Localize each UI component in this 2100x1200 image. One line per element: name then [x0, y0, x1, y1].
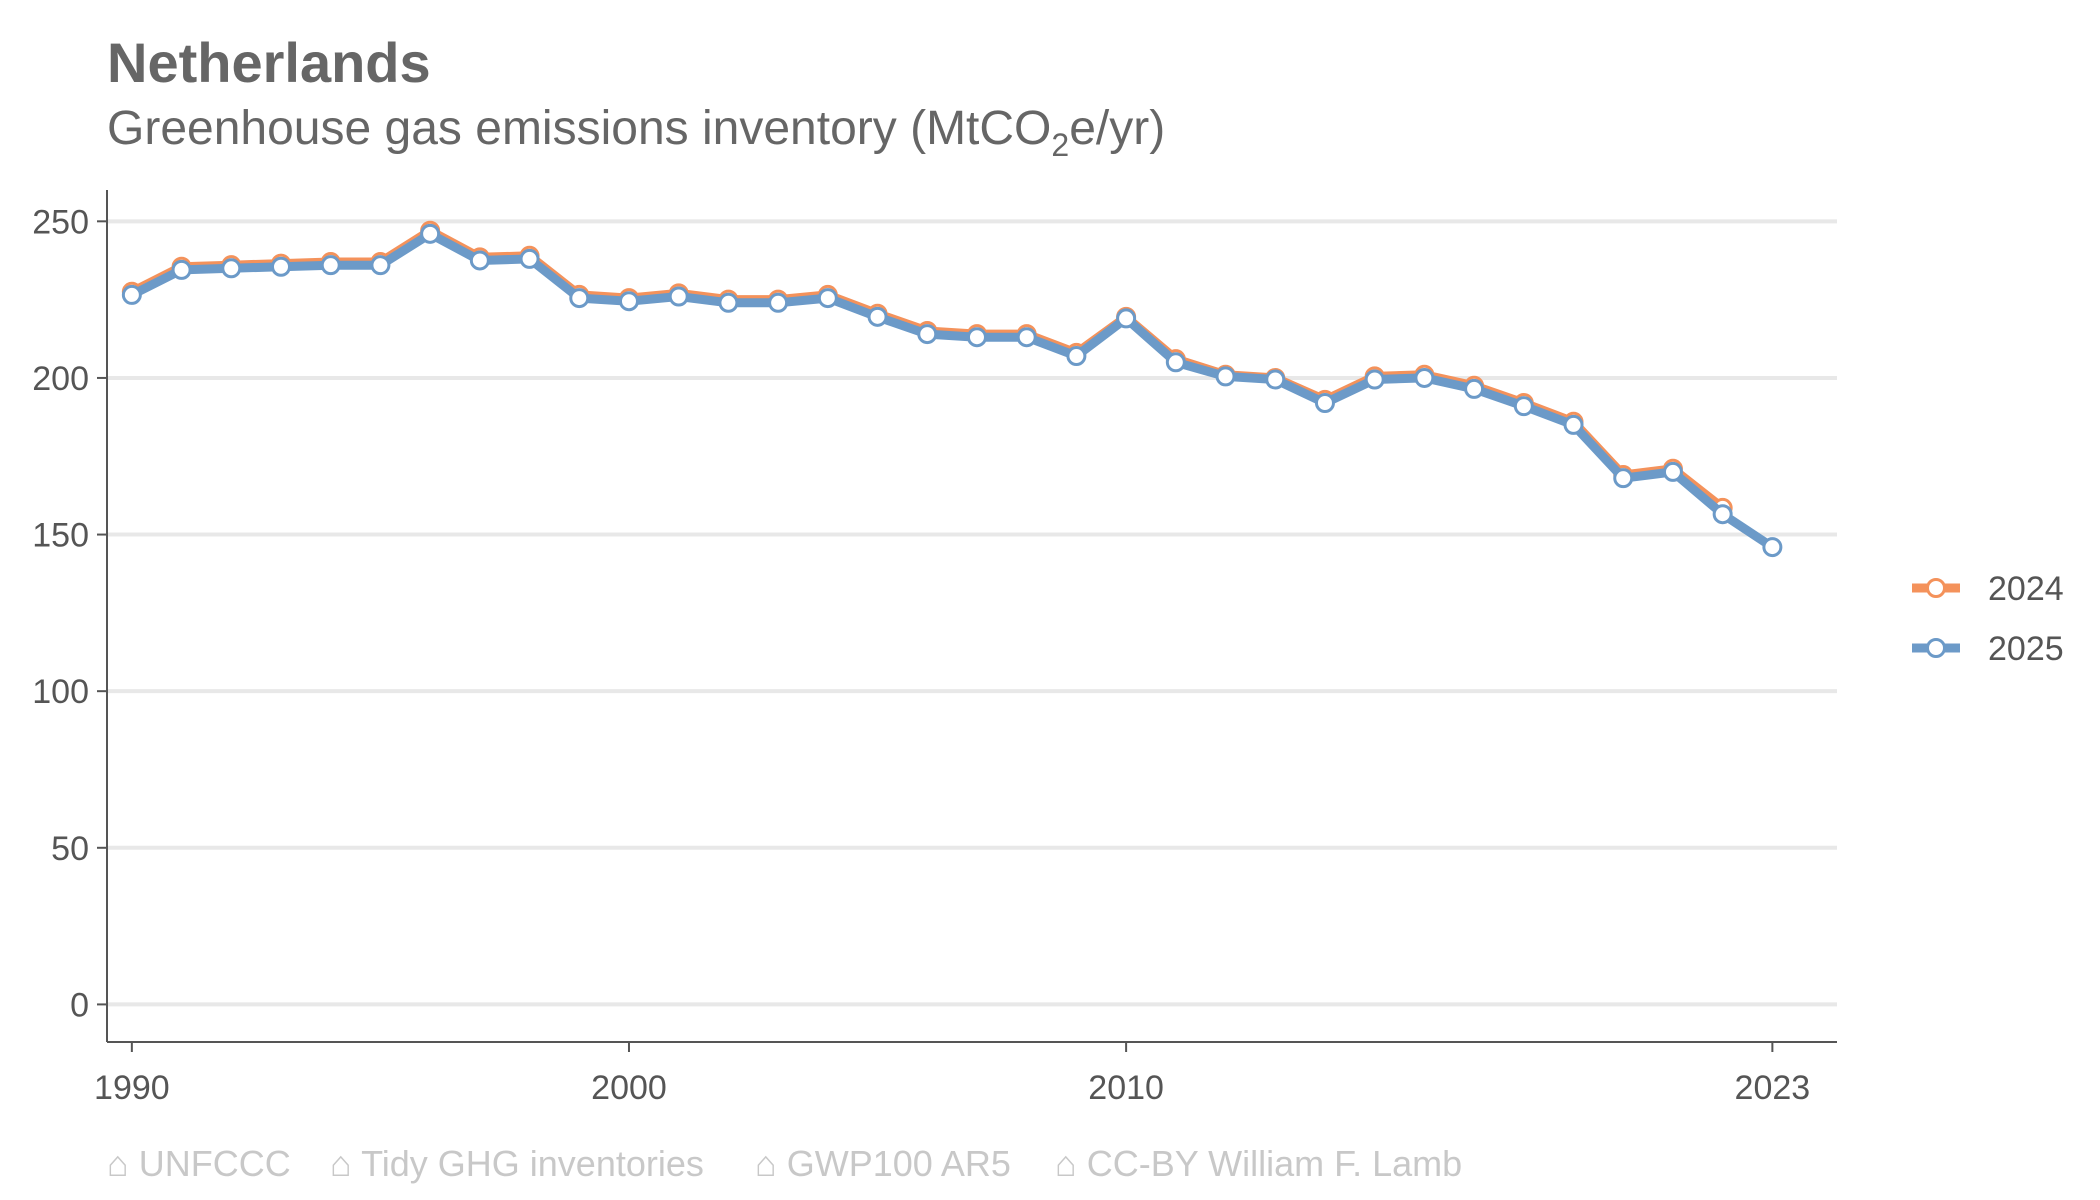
x-tick-label-2010: 2010: [1088, 1069, 1164, 1107]
point-2025-2018: [1513, 396, 1534, 417]
point-2025-2008: [1016, 327, 1037, 348]
caption-item-2: ⌂ GWP100 AR5: [755, 1143, 1011, 1184]
legend-swatch-point-2025: [1926, 638, 1946, 658]
point-2025-2013: [1265, 369, 1286, 390]
y-tick-label-250: 250: [32, 203, 89, 241]
legend-swatch-point-2024: [1926, 578, 1946, 598]
point-2025-2001: [668, 286, 689, 307]
x-tick-label-2000: 2000: [591, 1069, 667, 1107]
point-2025-1995: [370, 255, 391, 276]
point-2025-2019: [1563, 414, 1584, 435]
caption-item-1: ⌂ Tidy GHG inventories: [330, 1143, 704, 1184]
point-2025-2017: [1464, 378, 1485, 399]
point-2025-2003: [768, 292, 789, 313]
legend-label-2025: 2025: [1988, 630, 2064, 668]
y-axis-ticks: 0 50 100 150 200 250: [32, 203, 107, 1024]
legend-item-2025: 2025: [1912, 630, 2064, 668]
series-line-2025: [127, 229, 1777, 552]
y-tick-label-0: 0: [70, 986, 89, 1024]
point-2025-1996: [420, 223, 441, 244]
gridlines: [107, 219, 1837, 1007]
point-2025-2005: [867, 306, 888, 327]
legend-item-2024: 2024: [1912, 570, 2064, 608]
point-2025-1999: [569, 288, 590, 309]
series-line-2024: [127, 226, 1728, 513]
point-2025-2015: [1364, 369, 1385, 390]
y-tick-label-150: 150: [32, 517, 89, 555]
axes: [106, 190, 1837, 1043]
point-2025-2023: [1762, 537, 1783, 558]
point-2025-2014: [1314, 393, 1335, 413]
y-tick-label-50: 50: [51, 830, 89, 868]
point-2025-2016: [1414, 367, 1435, 388]
caption-item-3: ⌂ CC-BY William F. Lamb: [1055, 1143, 1462, 1184]
y-tick-label-100: 100: [32, 673, 89, 711]
y-tick-label-200: 200: [32, 360, 89, 398]
point-2025-2009: [1066, 346, 1087, 367]
legend-label-2024: 2024: [1988, 570, 2064, 608]
point-2025-1992: [221, 258, 242, 279]
point-2025-1990: [121, 284, 142, 305]
point-2025-1993: [270, 256, 291, 277]
subtitle-end: e/yr): [1069, 102, 1165, 155]
point-2025-2021: [1662, 461, 1683, 482]
subtitle-main: Greenhouse gas emissions inventory (MtCO: [107, 102, 1051, 155]
point-2025-1997: [469, 250, 490, 271]
point-2025-1998: [519, 248, 540, 269]
series-2025: [121, 223, 1783, 558]
subtitle-subscript: 2: [1051, 127, 1069, 163]
x-tick-label-2023: 2023: [1735, 1069, 1811, 1107]
legend: 2024 2025: [1912, 570, 2064, 668]
point-2025-2006: [917, 324, 938, 345]
series: [121, 220, 1783, 558]
chart-title: Netherlands: [107, 31, 431, 94]
point-2025-2002: [718, 292, 739, 313]
point-2025-2010: [1116, 308, 1137, 329]
point-2025-2007: [966, 327, 987, 348]
point-2025-2020: [1613, 468, 1634, 489]
point-2025-2022: [1712, 504, 1733, 525]
point-2025-1991: [171, 259, 192, 280]
point-2025-2011: [1165, 352, 1186, 373]
point-2025-1994: [320, 255, 341, 276]
point-2025-2000: [618, 291, 639, 312]
caption: ⌂ UNFCCC ⌂ Tidy GHG inventories ⌂ GWP100 A…: [107, 1143, 1462, 1184]
point-2025-2004: [817, 288, 838, 309]
point-2025-2012: [1215, 366, 1236, 387]
caption-item-0: ⌂ UNFCCC: [107, 1143, 291, 1184]
x-tick-label-1990: 1990: [94, 1069, 170, 1107]
chart-subtitle: Greenhouse gas emissions inventory (MtCO…: [107, 102, 1165, 163]
x-axis-ticks: 1990 2000 2010 2023: [94, 1042, 1810, 1107]
